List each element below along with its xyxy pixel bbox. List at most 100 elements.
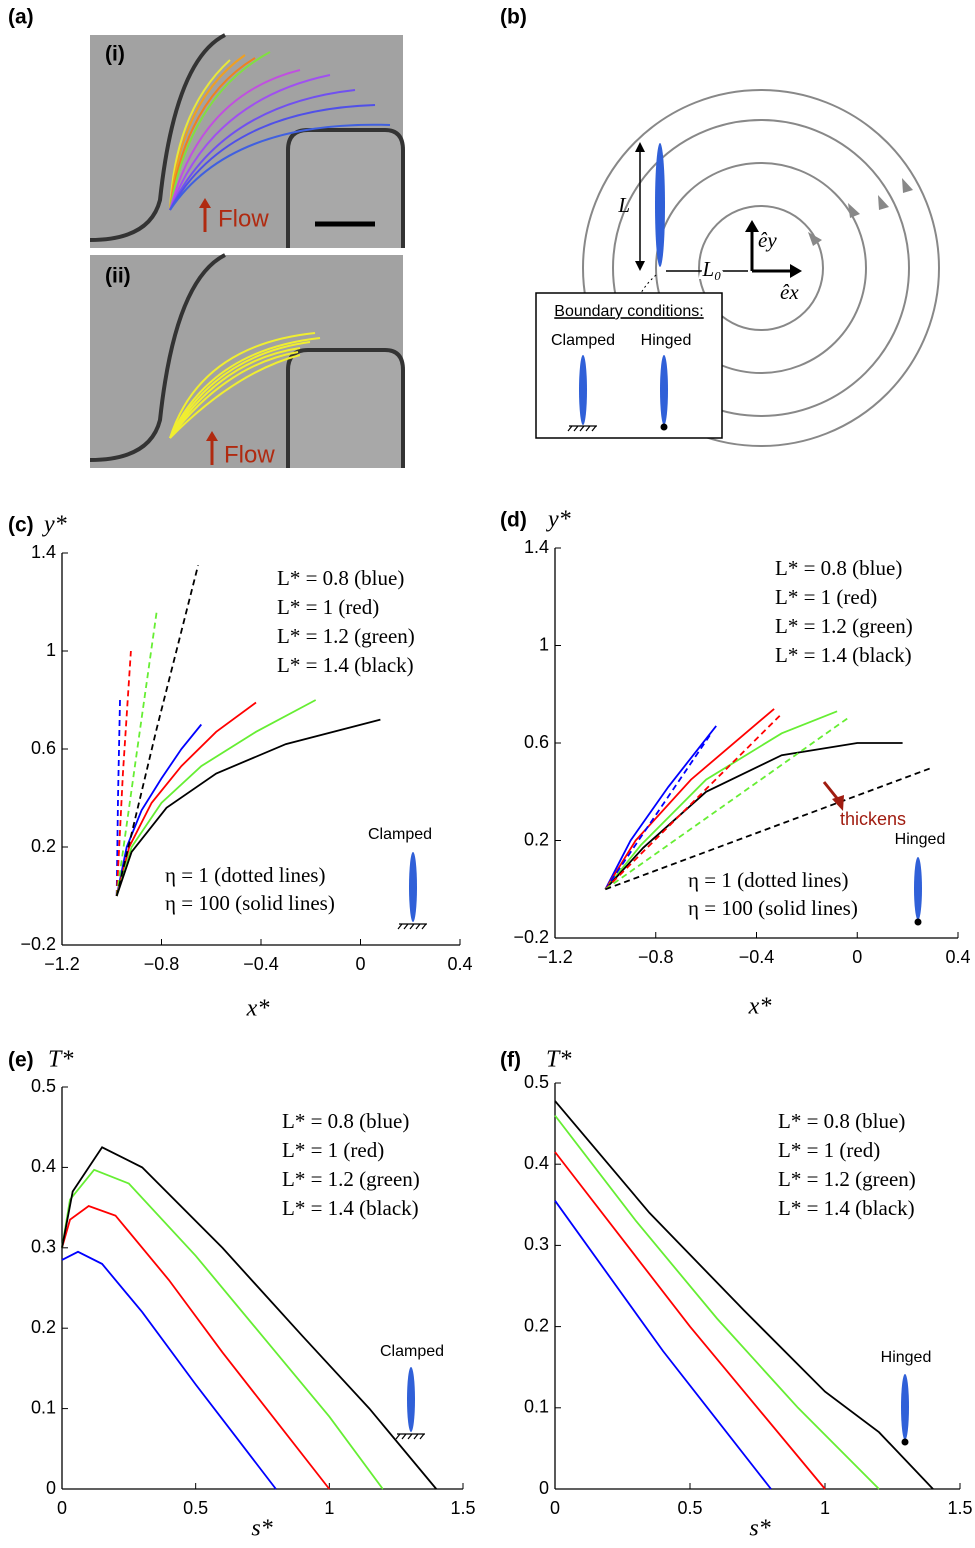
y-tick-label: 0.4 [524, 1153, 549, 1173]
series-line [554, 1114, 880, 1490]
series-line [61, 1146, 437, 1490]
series-line [115, 723, 202, 897]
legend-entry: L* = 1.4 (black) [775, 643, 912, 667]
panel-a: (a) Flow (i) [8, 6, 405, 468]
y-axis-title: y* [42, 512, 67, 538]
panel-label: (a) [8, 6, 34, 29]
boundary-label: Clamped [368, 826, 432, 843]
series-line [554, 1100, 934, 1490]
series-line [61, 1168, 384, 1490]
clamped-icon [579, 355, 587, 425]
legend-entry: L* = 0.8 (blue) [775, 556, 902, 580]
x-axis-title: s* [749, 1516, 770, 1542]
length-label: L [617, 193, 630, 217]
clamp-base [395, 1433, 425, 1440]
series-line [115, 718, 381, 897]
pointer [639, 274, 657, 296]
series-line [604, 742, 903, 890]
y-tick-label: 0 [539, 1478, 549, 1498]
x-tick-label: 0.5 [183, 1498, 208, 1518]
legend-entry: L* = 1 (red) [775, 585, 877, 609]
x-tick-label: −0.4 [739, 947, 775, 967]
y-axis-title: T* [48, 1047, 73, 1073]
annotation: η = 100 (solid lines) [688, 896, 858, 920]
y-tick-label: 1.4 [31, 542, 56, 562]
hinge [660, 423, 668, 431]
y-tick-label: 0.2 [31, 1317, 56, 1337]
boundary-box [535, 292, 723, 439]
x-tick-label: −0.8 [638, 947, 674, 967]
sub-label: (ii) [105, 265, 131, 288]
series-line [604, 713, 783, 890]
y-tick-label: 0 [46, 1478, 56, 1498]
y-tick-label: 1.4 [524, 537, 549, 557]
ey-head [745, 220, 759, 232]
legend-entry: L* = 1.2 (green) [775, 614, 913, 638]
legend-entry: L* = 0.8 (blue) [277, 566, 404, 590]
series-line [115, 609, 158, 897]
boundary-label: Hinged [881, 1349, 932, 1366]
sub-label: (i) [105, 43, 125, 66]
hinge [901, 1438, 909, 1446]
y-tick-label: 0.3 [524, 1234, 549, 1254]
y-tick-label: 0.1 [31, 1397, 56, 1417]
series-line [115, 650, 132, 897]
y-tick-label: 1 [539, 634, 549, 654]
series-line [554, 1200, 772, 1490]
series-line [554, 1151, 826, 1490]
x-axis-title: x* [748, 994, 772, 1020]
y-axis-title: y* [546, 507, 571, 533]
y-tick-label: 0.2 [524, 829, 549, 849]
annotation: η = 100 (solid lines) [165, 891, 335, 915]
hinge [914, 918, 922, 926]
circle-arrows [808, 178, 913, 246]
flow-arrow-head [199, 198, 211, 208]
annotation: η = 1 (dotted lines) [165, 863, 325, 887]
fiber-icon [914, 857, 922, 920]
x-tick-label: 1 [820, 1498, 830, 1518]
legend-entry: L* = 1.2 (green) [778, 1167, 916, 1191]
x-axis-title: x* [246, 996, 270, 1022]
x-tick-label: 0 [852, 947, 862, 967]
channel-wall [89, 253, 226, 462]
panel-label: (b) [500, 6, 527, 29]
y-tick-label: 0.5 [524, 1072, 549, 1092]
x-tick-label: 0 [550, 1498, 560, 1518]
x-tick-label: 0 [57, 1498, 67, 1518]
y-tick-label: 0.6 [524, 732, 549, 752]
flow-arrow-head [206, 431, 218, 441]
legend-entry: L* = 1.4 (black) [282, 1196, 419, 1220]
series-line [604, 717, 848, 891]
fiber-icon [409, 852, 417, 922]
annotation: η = 1 (dotted lines) [688, 868, 848, 892]
fiber-traces [169, 332, 321, 439]
fiber-icon [901, 1374, 909, 1440]
offset-label: L₀ [702, 257, 722, 281]
series-line [115, 565, 199, 897]
legend-entry: L* = 0.8 (blue) [282, 1109, 409, 1133]
series-line [604, 708, 775, 890]
y-tick-label: 0.2 [31, 836, 56, 856]
x-tick-label: 1.5 [947, 1498, 972, 1518]
charts: (c) y* x* −0.2 0.2 0.6 1 1.4 −1.2 −0.8 −0.4 0 0.4 L* … [8, 507, 973, 1542]
fiber-icon [407, 1367, 415, 1432]
x-tick-label: 0 [355, 954, 365, 974]
legend-entry: L* = 0.8 (blue) [778, 1109, 905, 1133]
x-tick-label: −1.2 [537, 947, 573, 967]
series-line [604, 732, 712, 890]
channel-wall [89, 33, 226, 242]
clamp-base [567, 425, 597, 432]
x-tick-label: 0.4 [945, 947, 970, 967]
pillar [286, 348, 405, 468]
ex-head [790, 264, 802, 278]
clamp-base [397, 923, 427, 930]
legend-entry: L* = 1 (red) [282, 1138, 384, 1162]
series-line [605, 766, 934, 891]
y-tick-label: 0.5 [31, 1076, 56, 1096]
fiber-traces [169, 51, 391, 211]
x-tick-label: −1.2 [44, 954, 80, 974]
y-tick-label: −0.2 [513, 927, 549, 947]
y-tick-label: 0.4 [31, 1156, 56, 1176]
y-tick-label: 0.6 [31, 738, 56, 758]
